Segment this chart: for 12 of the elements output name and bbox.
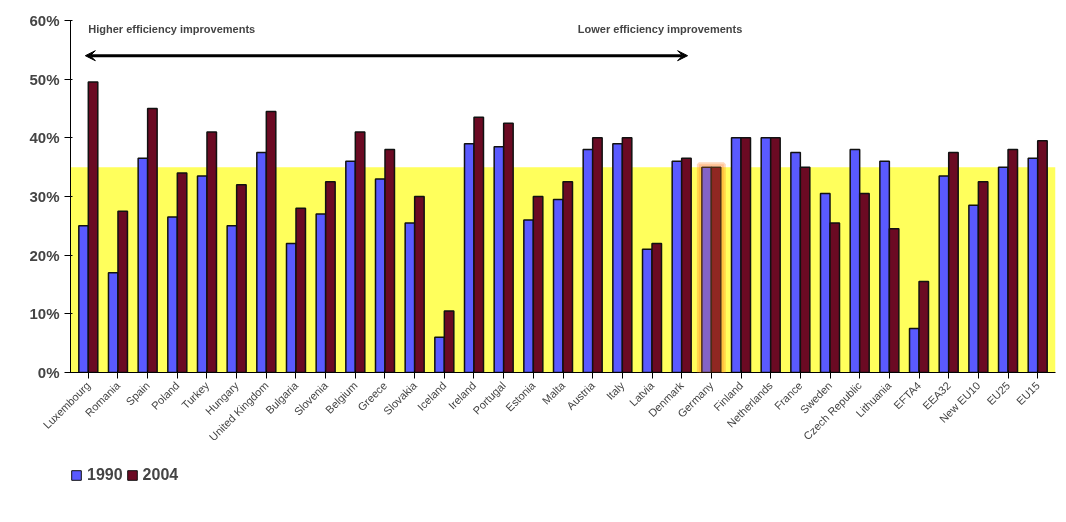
annotation: Higher efficiency improvements <box>88 23 256 36</box>
y-tick-label: 20% <box>29 246 60 264</box>
y-tick-label: 10% <box>29 305 60 323</box>
y-tick-label: 30% <box>29 188 60 205</box>
annotation: Lower efficiency improvements <box>577 23 743 36</box>
legend-label: 2004 <box>142 466 179 484</box>
y-tick-label: 40% <box>29 129 60 147</box>
legend-label: 1990 <box>87 466 123 484</box>
x-tick-label: Italy <box>603 378 627 402</box>
y-tick-label: 60% <box>29 12 60 29</box>
y-tick-label: 0% <box>37 364 60 381</box>
y-tick-label: 50% <box>29 70 60 88</box>
